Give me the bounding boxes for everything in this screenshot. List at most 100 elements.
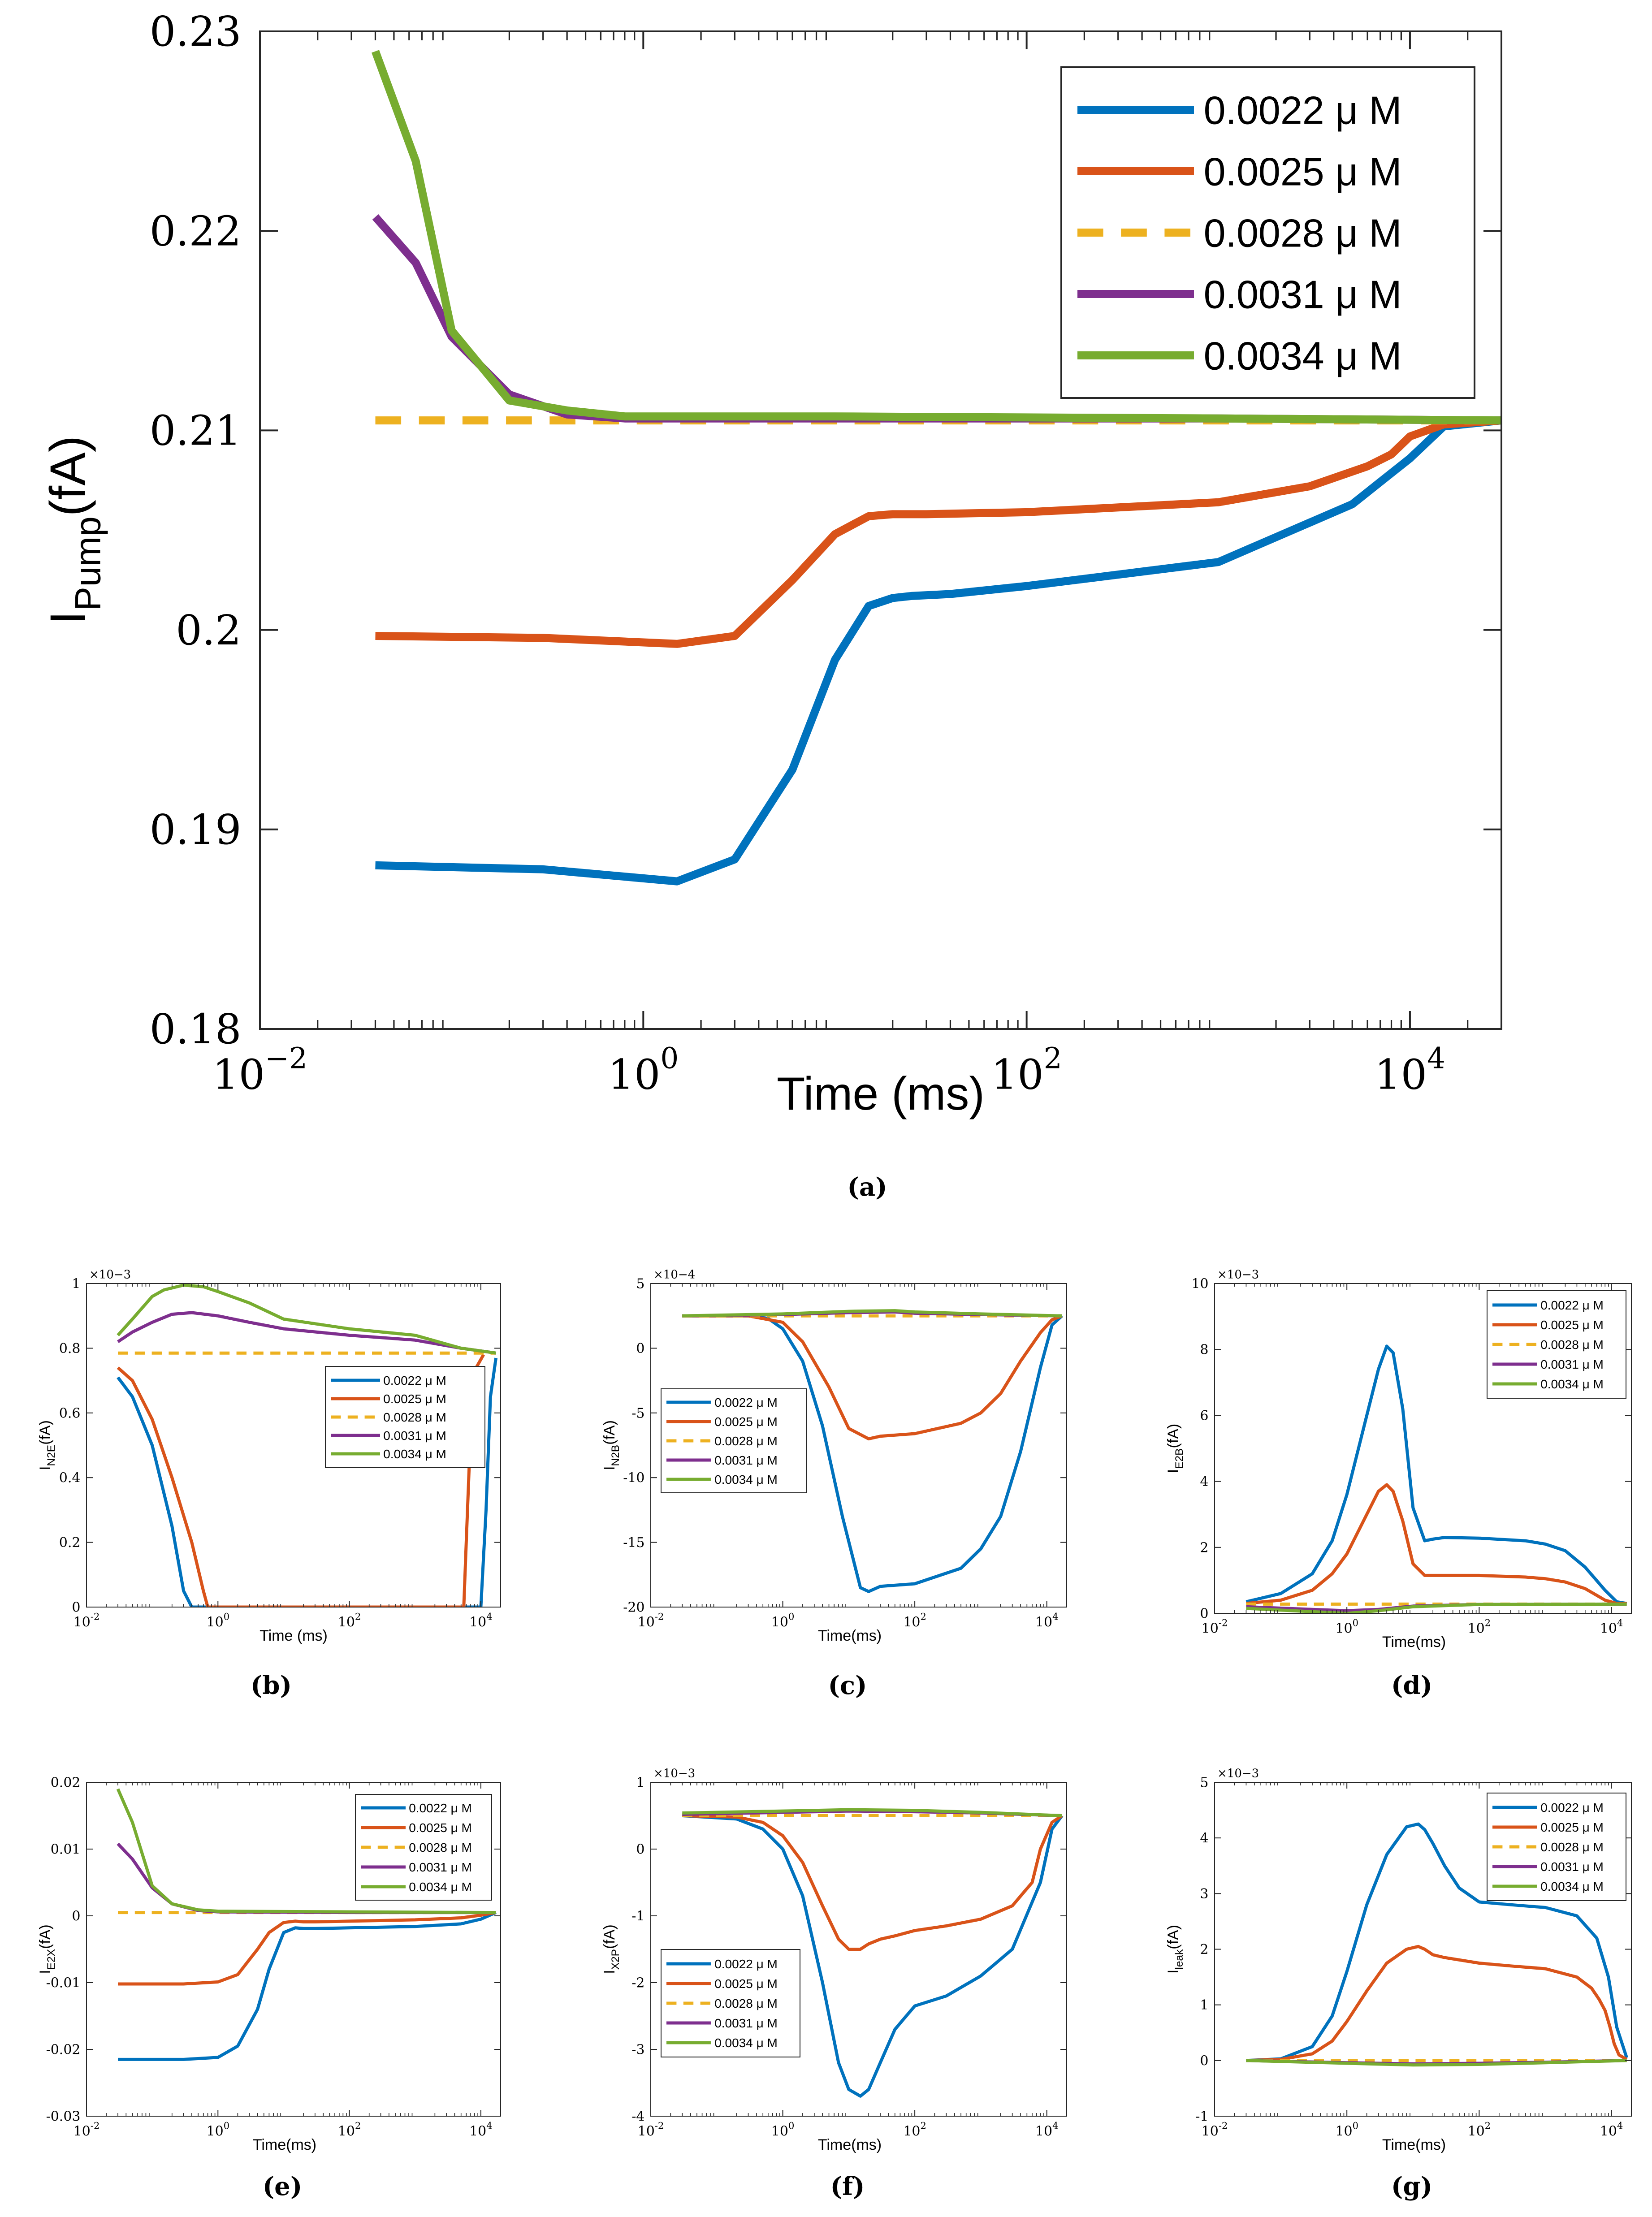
series-line-1: [1245, 1344, 1627, 1605]
y-tick-label: 0: [636, 1341, 644, 1357]
series-group: [116, 1788, 497, 2061]
series-line-2: [682, 1814, 1063, 1951]
axis-exponent-label: ×10−3: [89, 1268, 131, 1281]
y-tick-label: -0.03: [46, 2109, 81, 2125]
legend-label-3: 0.0028 μ M: [1540, 1840, 1604, 1854]
y-tick-label: 1: [636, 1775, 644, 1791]
legend-label-1: 0.0022 μ M: [714, 1957, 778, 1971]
x-tick-label: 10-2: [74, 2121, 100, 2139]
legend-label-4: 0.0031 μ M: [1540, 1357, 1604, 1371]
legend: 0.0022 μ M 0.0025 μ M 0.0028 μ M 0.0031 μ M…: [325, 1366, 485, 1468]
x-tick-label: 100: [771, 1612, 795, 1630]
caption-e: (e): [263, 2172, 303, 2201]
y-tick-label: -4: [631, 2109, 644, 2125]
legend-label-1: 0.0022 μ M: [1204, 88, 1402, 133]
y-tick-label: -3: [631, 2042, 644, 2058]
legend-label-5: 0.0034 μ M: [714, 2036, 778, 2050]
y-tick-label: 0: [1200, 1606, 1208, 1622]
y-tick-label: 0.02: [51, 1775, 81, 1791]
x-axis-label: Time(ms): [253, 2136, 316, 2153]
legend-label-5: 0.0034 μ M: [1540, 1377, 1604, 1391]
legend-label-3: 0.0028 μ M: [714, 1434, 778, 1448]
series-group: [682, 1808, 1064, 2098]
chart-g: 10-2 100 102 104 -1 0 1 2 3 4 5 ×10−3 Time(ms) Ileak(…: [1165, 1767, 1632, 2201]
y-tick-label: -2: [631, 1975, 644, 1991]
y-tick-label: 0.01: [51, 1842, 81, 1858]
legend-label-1: 0.0022 μ M: [1540, 1801, 1604, 1815]
x-tick-label: 104: [1600, 1618, 1623, 1637]
series-line-1: [117, 1357, 498, 1607]
chart-c: 10-2 100 102 104 -20 -15 -10 -5 0 5 ×10−4 Time(ms) I…: [601, 1268, 1067, 1700]
x-tick-label: 102: [903, 2121, 926, 2139]
y-axis-label: IE2B(fA): [1165, 1424, 1185, 1473]
series-line-5: [116, 1788, 496, 1914]
legend-label-1: 0.0022 μ M: [409, 1801, 472, 1815]
series-line-5: [682, 1808, 1062, 1817]
legend-label-4: 0.0031 μ M: [1204, 272, 1402, 317]
y-axis-label: IE2X(fA): [37, 1924, 57, 1974]
x-tick-label: 10-2: [1202, 2121, 1228, 2139]
x-tick-label: 10-2: [638, 1612, 664, 1630]
x-tick-label: 102: [338, 1612, 361, 1630]
x-tick-label: 100: [207, 1612, 230, 1630]
series-line-5: [1246, 2059, 1627, 2067]
legend: 0.0022 μ M 0.0025 μ M 0.0028 μ M 0.0031 μ M…: [1487, 1290, 1626, 1399]
y-tick-label: 0: [636, 1842, 644, 1858]
y-tick-label: 1: [72, 1276, 80, 1292]
legend-label-5: 0.0034 μ M: [714, 1473, 778, 1487]
x-tick-label: 100: [771, 2121, 795, 2139]
y-tick-label: -1: [631, 1909, 644, 1924]
legend-label-2: 0.0025 μ M: [714, 1977, 778, 1991]
legend-label-4: 0.0031 μ M: [1540, 1860, 1604, 1874]
x-tick-label: 104: [469, 2121, 493, 2139]
y-tick-label: 0.2: [59, 1535, 81, 1551]
series-line-5: [682, 1309, 1062, 1318]
x-tick-label: 100: [1335, 2121, 1358, 2139]
y-axis-label: IPump(fA): [40, 436, 108, 625]
legend-label-3: 0.0028 μ M: [1204, 211, 1402, 255]
legend-label-4: 0.0031 μ M: [409, 1860, 472, 1874]
caption-b: (b): [251, 1671, 292, 1700]
legend-label-4: 0.0031 μ M: [383, 1429, 446, 1443]
chart-d: 10-2 100 102 104 0 2 4 6 8 10 ×10−3 Time(ms) IE2B(fA…: [1165, 1268, 1632, 1700]
y-tick-label: -0.02: [46, 2042, 81, 2058]
x-tick-label: 100: [608, 1042, 679, 1098]
caption-c: (c): [828, 1671, 867, 1700]
x-tick-label: 104: [1375, 1042, 1445, 1098]
legend-label-4: 0.0031 μ M: [714, 2016, 778, 2030]
series-line-2: [375, 416, 1501, 648]
series-line-1: [1246, 1822, 1628, 2062]
legend-label-1: 0.0022 μ M: [383, 1374, 446, 1387]
y-tick-label: -0.01: [46, 1975, 81, 1991]
x-axis-label: Time(ms): [818, 1627, 882, 1644]
y-tick-label: 4: [1200, 1831, 1208, 1846]
caption-a: (a): [847, 1172, 887, 1202]
legend-label-1: 0.0022 μ M: [714, 1396, 778, 1409]
y-tick-label: 0.21: [150, 407, 242, 455]
legend: 0.0022 μ M 0.0025 μ M 0.0028 μ M 0.0031 μ M…: [661, 1949, 800, 2057]
legend-label-2: 0.0025 μ M: [409, 1821, 472, 1835]
x-tick-label: 104: [1035, 2121, 1059, 2139]
legend-label-3: 0.0028 μ M: [1540, 1338, 1604, 1352]
y-tick-label: 0.4: [59, 1470, 81, 1486]
axis-exponent-label: ×10−4: [653, 1268, 695, 1281]
series-line-1: [682, 1814, 1064, 2098]
y-tick-label: -15: [623, 1535, 644, 1551]
series-line-2: [1246, 1945, 1628, 2062]
series-line-1: [375, 416, 1501, 886]
axes-frame: [259, 30, 1502, 1030]
series-group: [372, 50, 1501, 886]
axes-frame: [650, 1283, 1067, 1608]
y-tick-label: 2: [1200, 1540, 1208, 1556]
legend: 0.0022 μ M 0.0025 μ M 0.0028 μ M 0.0031 μ M…: [355, 1794, 492, 1901]
y-tick-label: 0: [72, 1909, 80, 1924]
series-line-2: [1246, 1483, 1627, 1605]
x-tick-label: 102: [991, 1042, 1062, 1098]
x-axis-label: Time (ms): [777, 1068, 985, 1120]
x-tick-label: 104: [1035, 1612, 1059, 1630]
y-tick-label: -10: [623, 1470, 644, 1486]
y-tick-label: 4: [1200, 1474, 1208, 1490]
x-tick-label: 10−2: [212, 1042, 307, 1098]
y-tick-label: -20: [623, 1600, 644, 1616]
y-tick-label: 0.2: [176, 606, 241, 654]
